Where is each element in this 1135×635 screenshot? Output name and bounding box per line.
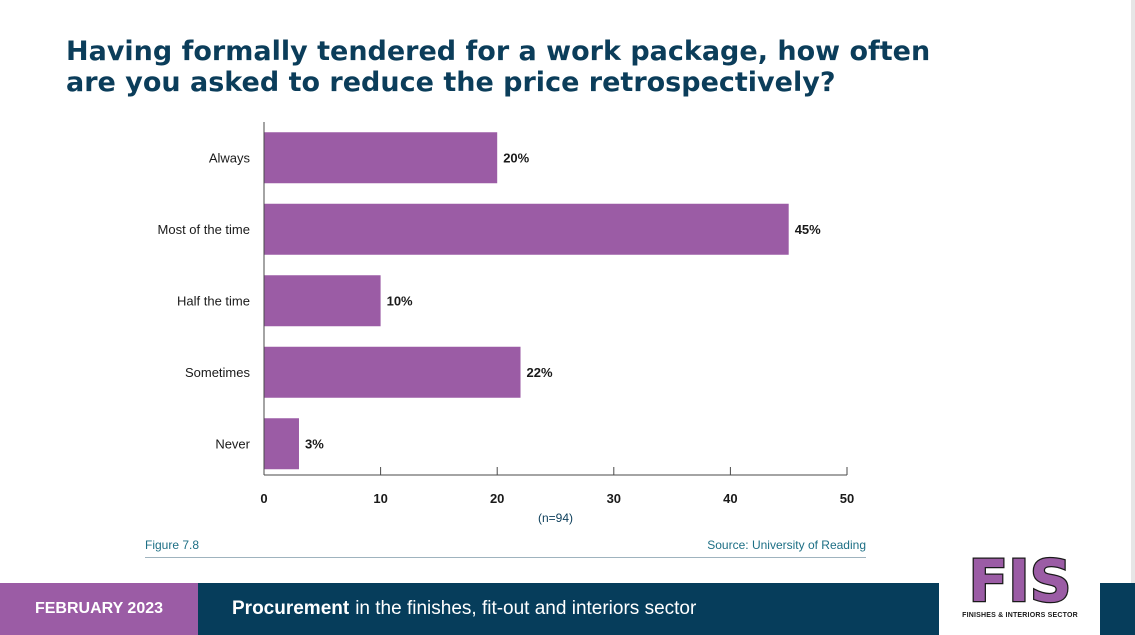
- x-tick-label: 0: [260, 491, 267, 506]
- page-title: Having formally tendered for a work pack…: [66, 36, 966, 98]
- fis-logo: FIS: [967, 546, 1072, 617]
- x-tick-label: 20: [490, 491, 504, 506]
- value-label: 3%: [305, 436, 324, 451]
- bar-most-of-the-time: [264, 203, 789, 255]
- value-label: 10%: [387, 293, 413, 308]
- footer-date: FEBRUARY 2023: [0, 583, 198, 635]
- x-tick-label: 10: [373, 491, 387, 506]
- category-label: Sometimes: [185, 365, 251, 380]
- x-tick-label: 30: [607, 491, 621, 506]
- footer-subject-bold: Procurement: [232, 598, 350, 619]
- figure-label: Figure 7.8: [145, 538, 200, 552]
- category-label: Half the time: [177, 293, 250, 308]
- footer-subject: Procurement in the finishes, fit-out and…: [198, 583, 939, 635]
- value-label: 22%: [527, 365, 553, 380]
- fis-logo-subtitle: FINISHES & INTERIORS SECTOR: [962, 612, 1078, 619]
- bar-always: [264, 132, 498, 184]
- bar-sometimes: [264, 346, 521, 398]
- x-axis-label: (n=94): [538, 511, 573, 525]
- footer-subject-rest: in the finishes, fit-out and interiors s…: [355, 598, 697, 619]
- category-label: Never: [215, 436, 250, 451]
- x-tick-label: 50: [840, 491, 854, 506]
- value-label: 45%: [795, 222, 821, 237]
- source-label: Source: University of Reading: [707, 538, 866, 552]
- bar-half-the-time: [264, 275, 381, 327]
- category-label: Always: [209, 150, 251, 165]
- page-title-line-2: are you asked to reduce the price retros…: [66, 67, 836, 98]
- bar-never: [264, 418, 299, 470]
- right-edge-strip: [1131, 0, 1135, 583]
- footer-right-band: [1100, 583, 1135, 635]
- category-label: Most of the time: [158, 222, 250, 237]
- value-label: 20%: [503, 150, 529, 165]
- page-title-line-1: Having formally tendered for a work pack…: [66, 36, 931, 67]
- figure-divider: [145, 557, 866, 558]
- bar-chart: Always 20% Most of the time 45% Half the tim…: [158, 122, 854, 525]
- x-tick-label: 40: [723, 491, 737, 506]
- fis-logo-text: FIS: [969, 547, 1072, 615]
